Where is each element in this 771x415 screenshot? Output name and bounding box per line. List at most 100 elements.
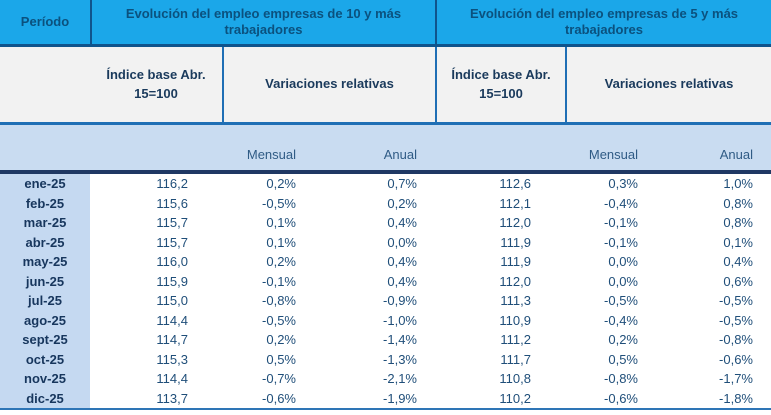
group1-title: Evolución del empleo empresas de 10 y má…	[90, 0, 435, 44]
value-cell: 115,7	[90, 213, 222, 233]
value-cell: -0,6%	[222, 388, 330, 408]
value-cell: -1,4%	[330, 330, 435, 350]
value-cell: 0,0%	[565, 252, 672, 272]
value-cell: 111,7	[435, 349, 565, 369]
value-cell: 0,8%	[672, 193, 771, 213]
value-cell: 0,3%	[565, 174, 672, 194]
value-cell: -0,7%	[222, 369, 330, 389]
value-cell: -0,6%	[672, 349, 771, 369]
value-cell: 114,7	[90, 330, 222, 350]
value-cell: 0,4%	[330, 271, 435, 291]
group1-variations-header: Variaciones relativas	[222, 47, 435, 122]
value-cell: 0,2%	[222, 174, 330, 194]
value-cell: 0,1%	[222, 232, 330, 252]
header-row-subheaders: Índice base Abr. 15=100 Variaciones rela…	[0, 47, 771, 125]
value-cell: 112,0	[435, 271, 565, 291]
period-cell: nov-25	[0, 369, 90, 389]
table-row: ene-25 116,2 0,2% 0,7% 112,6 0,3% 1,0%	[0, 174, 771, 194]
group1-index-header: Índice base Abr. 15=100	[106, 66, 206, 101]
table-row: sept-25 114,7 0,2% -1,4% 111,2 0,2% -0,8%	[0, 330, 771, 350]
value-cell: -1,3%	[330, 349, 435, 369]
period-cell: feb-25	[0, 193, 90, 213]
period-cell: sept-25	[0, 330, 90, 350]
value-cell: 0,5%	[565, 349, 672, 369]
table-row: jul-25 115,0 -0,8% -0,9% 111,3 -0,5% -0,5%	[0, 291, 771, 311]
table-row: jun-25 115,9 -0,1% 0,4% 112,0 0,0% 0,6%	[0, 271, 771, 291]
table-row: abr-25 115,7 0,1% 0,0% 111,9 -0,1% 0,1%	[0, 232, 771, 252]
value-cell: -1,7%	[672, 369, 771, 389]
band-spacer	[90, 125, 222, 170]
value-cell: 116,0	[90, 252, 222, 272]
value-cell: 115,6	[90, 193, 222, 213]
value-cell: 0,0%	[565, 271, 672, 291]
value-cell: 0,1%	[222, 213, 330, 233]
band-spacer	[0, 125, 90, 170]
period-cell: abr-25	[0, 232, 90, 252]
value-cell: 115,3	[90, 349, 222, 369]
value-cell: 0,2%	[565, 330, 672, 350]
table-row: oct-25 115,3 0,5% -1,3% 111,7 0,5% -0,6%	[0, 349, 771, 369]
header-row-groups: Período Evolución del empleo empresas de…	[0, 0, 771, 47]
table-row: mar-25 115,7 0,1% 0,4% 112,0 -0,1% 0,8%	[0, 213, 771, 233]
period-cell: may-25	[0, 252, 90, 272]
group2-monthly-header: Mensual	[588, 147, 638, 162]
table-row: feb-25 115,6 -0,5% 0,2% 112,1 -0,4% 0,8%	[0, 193, 771, 213]
group1-annual-header: Anual	[383, 147, 417, 162]
table-row: ago-25 114,4 -0,5% -1,0% 110,9 -0,4% -0,5%	[0, 310, 771, 330]
value-cell: 114,4	[90, 369, 222, 389]
value-cell: -0,5%	[672, 291, 771, 311]
period-cell: jun-25	[0, 271, 90, 291]
value-cell: -0,9%	[330, 291, 435, 311]
value-cell: -0,5%	[222, 193, 330, 213]
value-cell: 0,2%	[222, 252, 330, 272]
value-cell: 0,1%	[672, 232, 771, 252]
value-cell: 112,0	[435, 213, 565, 233]
value-cell: 0,7%	[330, 174, 435, 194]
value-cell: 110,2	[435, 388, 565, 408]
period-cell: dic-25	[0, 388, 90, 408]
table-bottom-border	[0, 408, 771, 410]
table-body: ene-25 116,2 0,2% 0,7% 112,6 0,3% 1,0% feb-25 11…	[0, 174, 771, 408]
value-cell: -0,1%	[222, 271, 330, 291]
value-cell: 111,9	[435, 232, 565, 252]
value-cell: -0,6%	[565, 388, 672, 408]
band-spacer	[435, 125, 565, 170]
period-subheader-spacer	[0, 47, 90, 122]
header-row-columns: Mensual Anual Mensual Anual	[0, 125, 771, 174]
value-cell: 0,4%	[330, 213, 435, 233]
value-cell: 1,0%	[672, 174, 771, 194]
value-cell: 111,3	[435, 291, 565, 311]
value-cell: 0,2%	[330, 193, 435, 213]
value-cell: -0,1%	[565, 213, 672, 233]
value-cell: -0,5%	[565, 291, 672, 311]
value-cell: 115,9	[90, 271, 222, 291]
table-row: may-25 116,0 0,2% 0,4% 111,9 0,0% 0,4%	[0, 252, 771, 272]
value-cell: 0,8%	[672, 213, 771, 233]
value-cell: -0,5%	[672, 310, 771, 330]
group2-variations-header: Variaciones relativas	[565, 47, 771, 122]
value-cell: -0,1%	[565, 232, 672, 252]
value-cell: -0,4%	[565, 193, 672, 213]
value-cell: -0,4%	[565, 310, 672, 330]
period-header-cell: Período	[20, 13, 70, 29]
value-cell: 0,0%	[330, 232, 435, 252]
value-cell: -0,8%	[222, 291, 330, 311]
value-cell: 116,2	[90, 174, 222, 194]
value-cell: -0,8%	[672, 330, 771, 350]
value-cell: 115,7	[90, 232, 222, 252]
period-cell: jul-25	[0, 291, 90, 311]
value-cell: 112,1	[435, 193, 565, 213]
value-cell: 111,2	[435, 330, 565, 350]
group2-index-header: Índice base Abr. 15=100	[435, 47, 565, 122]
period-cell: oct-25	[0, 349, 90, 369]
value-cell: 111,9	[435, 252, 565, 272]
value-cell: -0,5%	[222, 310, 330, 330]
value-cell: 0,4%	[330, 252, 435, 272]
value-cell: 115,0	[90, 291, 222, 311]
value-cell: -1,9%	[330, 388, 435, 408]
table-row: dic-25 113,7 -0,6% -1,9% 110,2 -0,6% -1,8%	[0, 388, 771, 408]
value-cell: -2,1%	[330, 369, 435, 389]
value-cell: 0,4%	[672, 252, 771, 272]
value-cell: 0,2%	[222, 330, 330, 350]
